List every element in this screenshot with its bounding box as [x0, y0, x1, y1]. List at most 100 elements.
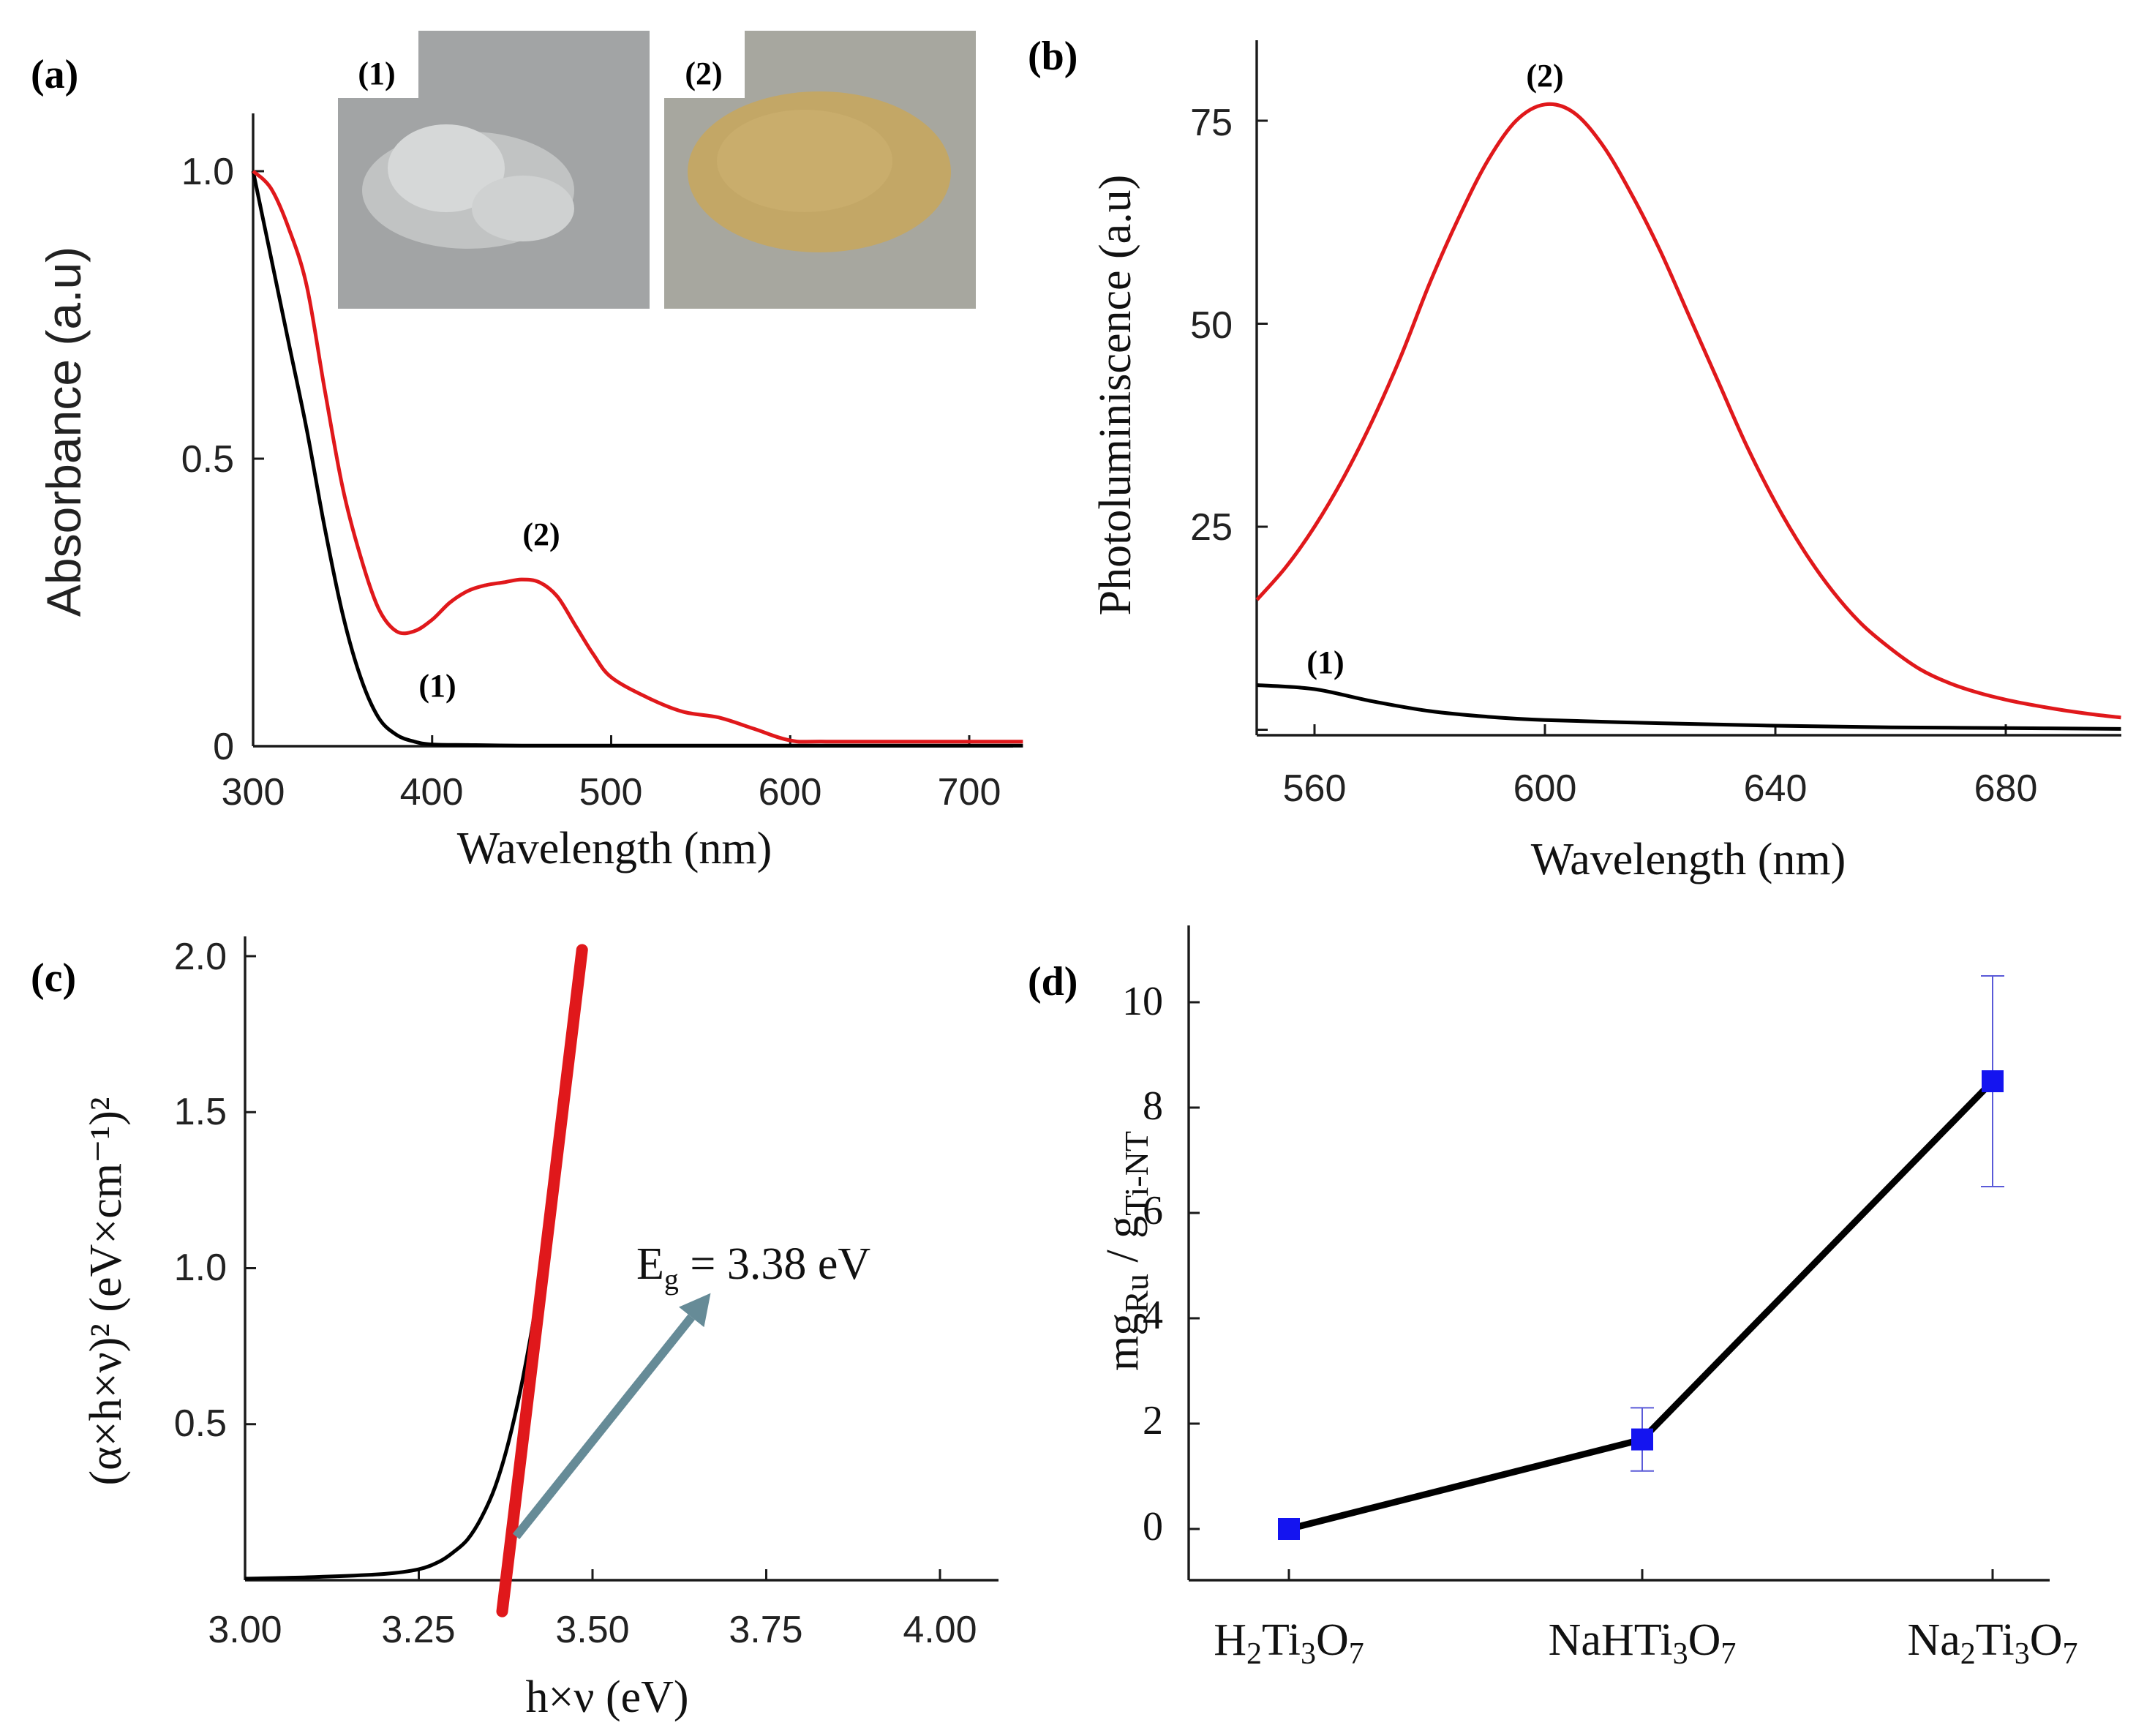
- panel-c-x-tick-label: 3.25: [381, 1609, 455, 1651]
- panel-d-data-point: [1278, 1518, 1300, 1540]
- panel-c-tauc-curve: [244, 1049, 573, 1581]
- category-part: O: [1316, 1615, 1349, 1665]
- bandgap-value: = 3.38 eV: [679, 1239, 870, 1289]
- panel-a-y-tick-label: 0: [213, 726, 234, 768]
- panel-d-data-point: [1631, 1428, 1653, 1451]
- category-subscript: 3: [1673, 1637, 1688, 1671]
- panel-d-data-point: [1982, 1070, 2004, 1092]
- category-part: Ti: [1976, 1615, 2015, 1665]
- category-subscript: 3: [2015, 1637, 2030, 1671]
- panel-c-x-tick-label: 4.00: [903, 1609, 977, 1651]
- category-subscript: 2: [1960, 1637, 1976, 1671]
- panel-b-annotation-1: (1): [1306, 645, 1344, 680]
- panel-c-series: [244, 944, 711, 1617]
- category-part: H: [1214, 1615, 1246, 1665]
- panel-a-tick-labels: 300 400 500 600 700 0 0.5 1.0: [181, 151, 1001, 813]
- ylabel-part: mg: [1098, 1313, 1148, 1371]
- ylabel-part: / g: [1098, 1216, 1148, 1274]
- ylabel-subscript: Ru: [1118, 1274, 1155, 1313]
- panel-a-inset-1: (1): [338, 31, 650, 309]
- panel-a-annotation-1: (1): [418, 668, 456, 704]
- panel-c-ticks: [244, 955, 941, 1580]
- category-subscript: 2: [1246, 1637, 1262, 1671]
- bandgap-subscript: g: [664, 1263, 679, 1296]
- panel-d-series: [1278, 975, 2004, 1540]
- panel-c-y-tick-label: 0.5: [174, 1402, 227, 1445]
- panel-a-x-tick-label: 500: [579, 771, 643, 813]
- panel-b-x-tick-label: 640: [1744, 767, 1808, 810]
- panel-c-linear-fit: [496, 944, 588, 1617]
- panel-d-category-label: H2Ti3O7: [1214, 1615, 1364, 1671]
- panel-b-axes: [1255, 40, 2121, 737]
- panel-d-category-label: Na2Ti3O7: [1908, 1615, 2078, 1671]
- category-subscript: 7: [1720, 1637, 1736, 1671]
- category-subscript: 7: [1349, 1637, 1364, 1671]
- bandgap-symbol: E: [636, 1239, 664, 1289]
- panel-d-y-tick-label: 6: [1143, 1188, 1163, 1233]
- category-part: O: [2030, 1615, 2063, 1665]
- panel-a-label: (a): [31, 52, 78, 97]
- panel-a-x-tick-label: 400: [400, 771, 464, 813]
- panel-b-x-axis-title: Wavelength (nm): [1531, 835, 1846, 884]
- panel-b-y-axis-title: Photoluminiscence (a.u): [1091, 175, 1140, 616]
- category-part: O: [1688, 1615, 1721, 1665]
- panel-c-arrow-shaft: [512, 1314, 695, 1540]
- inset-2-label: (2): [685, 56, 722, 91]
- panel-c-label: (c): [31, 955, 76, 1001]
- inset-2-label-box: [664, 31, 745, 98]
- panel-b-tick-labels: 560 600 640 680 25 50 75: [1190, 102, 2037, 810]
- panel-b-x-tick-label: 600: [1513, 767, 1577, 810]
- panel-d-ticks: [1189, 1001, 1994, 1580]
- panel-b-series-2: [1255, 102, 2121, 720]
- panel-b-annotation-2: (2): [1526, 58, 1563, 94]
- panel-b-series-1: [1257, 683, 2121, 731]
- panel-d-tick-labels: 0 2 4 6 8 10: [1122, 979, 1163, 1549]
- panel-c-y-tick-label: 2.0: [174, 936, 227, 978]
- panel-d-category-label: NaHTi3O7: [1549, 1615, 1737, 1671]
- panel-b: (b) 560 600 640 680 25 50 75 Wavelength …: [1028, 34, 2121, 884]
- panel-d-y-axis-title: mgRu / gTi-NT: [1098, 1131, 1155, 1371]
- panel-a: (a) 300 400 500 600 700 0 0.5 1.0 Wavele…: [31, 31, 1023, 873]
- panel-b-y-tick-label: 50: [1190, 304, 1233, 347]
- panel-b-ticks: [1257, 119, 2007, 735]
- category-part: Ti: [1262, 1615, 1301, 1665]
- panel-d-y-tick-label: 0: [1143, 1504, 1163, 1549]
- panel-b-y-tick-label: 25: [1190, 506, 1233, 549]
- panel-c-axes: [244, 936, 998, 1582]
- category-part: Na: [1908, 1615, 1960, 1665]
- panel-d-y-tick-label: 4: [1143, 1293, 1163, 1338]
- panel-c-bandgap-annotation: Eg = 3.38 eV: [636, 1239, 870, 1296]
- panel-b-label: (b): [1028, 34, 1078, 79]
- panel-a-x-tick-label: 600: [759, 771, 822, 813]
- panel-c-tick-labels: 3.00 3.25 3.50 3.75 4.00 0.5 1.0 1.5 2.0: [174, 936, 977, 1651]
- panel-b-series: [1255, 102, 2121, 731]
- category-part: Ti: [1634, 1615, 1673, 1665]
- panel-a-x-tick-label: 700: [938, 771, 1001, 813]
- inset-1-powder-grain: [472, 176, 574, 241]
- panel-b-x-tick-label: 560: [1283, 767, 1347, 810]
- panel-a-inset-2: (2): [664, 31, 976, 309]
- panel-c-y-tick-label: 1.0: [174, 1247, 227, 1289]
- inset-1-powder-highlight: [388, 124, 505, 212]
- panel-a-x-tick-label: 300: [222, 771, 285, 813]
- panel-c-x-tick-label: 3.75: [729, 1609, 802, 1651]
- panel-d: (d) 0 2 4 6 8 10 H2Ti3O7 NaHTi3O7 Na2Ti3…: [1028, 925, 2078, 1671]
- inset-2-powder-highlight: [717, 110, 892, 212]
- panel-a-y-axis-title: Absorbance (a.u): [37, 247, 91, 617]
- panel-a-x-axis-title: Wavelength (nm): [457, 824, 772, 873]
- panel-a-annotation-2: (2): [522, 516, 560, 552]
- panel-c-arrow-head: [679, 1293, 711, 1328]
- panel-c: (c) 3.00 3.25 3.50 3.75 4.00 0.5 1.0 1.5…: [31, 936, 998, 1722]
- panel-d-trend-line: [1287, 1078, 1996, 1533]
- panel-d-axes: [1187, 925, 2050, 1582]
- category-part: NaH: [1549, 1615, 1634, 1665]
- panel-c-x-axis-title: h×ν (eV): [525, 1672, 688, 1722]
- inset-1-label-box: [338, 31, 418, 98]
- panel-a-series-2: [252, 170, 1023, 744]
- panel-d-y-tick-label: 2: [1143, 1398, 1163, 1443]
- category-subscript: 7: [2063, 1637, 2078, 1671]
- panel-c-y-tick-label: 1.5: [174, 1091, 227, 1133]
- panel-c-x-tick-label: 3.00: [208, 1609, 282, 1651]
- panel-d-y-tick-label: 10: [1122, 979, 1163, 1024]
